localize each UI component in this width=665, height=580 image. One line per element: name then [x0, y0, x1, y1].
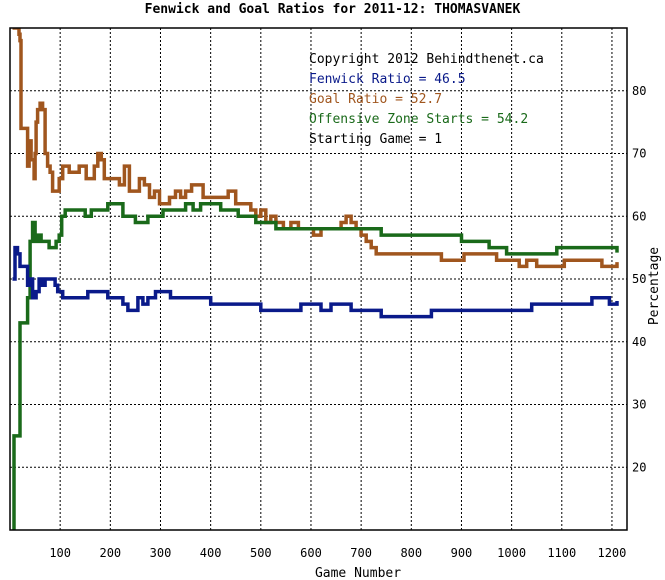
x-tick-label: 800	[400, 546, 422, 560]
y-tick-label: 20	[632, 460, 646, 474]
x-tick-label: 500	[250, 546, 272, 560]
x-tick-labels: 100 200 300 400 500 600 700 800 900 1000 1100 1200	[49, 546, 626, 560]
x-tick-label: 300	[150, 546, 172, 560]
annotation-line: Goal Ratio = 52.7	[309, 92, 442, 107]
series-line-offensive-zone-starts	[12, 201, 619, 530]
x-tick-label: 200	[99, 546, 121, 560]
y-tick-label: 50	[632, 272, 646, 286]
x-tick-label: 400	[200, 546, 222, 560]
annotation-line: Fenwick Ratio = 46.5	[309, 72, 466, 87]
annotation-line: Starting Game = 1	[309, 132, 442, 147]
y-tick-label: 80	[632, 84, 646, 98]
y-tick-labels: 20 30 40 50 60 70 80	[632, 84, 646, 475]
y-tick-label: 70	[632, 147, 646, 161]
x-tick-label: 900	[451, 546, 473, 560]
annotation-line: Offensive Zone Starts = 54.2	[309, 112, 528, 127]
annotation-line: Copyright 2012 Behindthenet.ca	[309, 52, 544, 67]
y-tick-label: 60	[632, 209, 646, 223]
x-tick-label: 600	[300, 546, 322, 560]
plot-frame	[9, 27, 628, 531]
y-axis-label: Percentage	[647, 247, 662, 325]
y-tick-label: 40	[632, 335, 646, 349]
annotations: Copyright 2012 Behindthenet.ca Fenwick Ra…	[309, 52, 544, 147]
y-tick-label: 30	[632, 398, 646, 412]
x-tick-label: 1000	[497, 546, 526, 560]
x-tick-label: 1100	[547, 546, 576, 560]
series-line-goal-ratio	[12, 28, 619, 269]
x-tick-label: 700	[350, 546, 372, 560]
grid-lines	[10, 28, 627, 530]
x-tick-label: 1200	[597, 546, 626, 560]
series-group	[12, 28, 619, 530]
x-axis-label: Game Number	[315, 566, 401, 580]
x-tick-label: 100	[49, 546, 71, 560]
chart-title: Fenwick and Goal Ratios for 2011-12: THO…	[144, 2, 521, 17]
series-line-fenwick-ratio	[12, 245, 619, 319]
